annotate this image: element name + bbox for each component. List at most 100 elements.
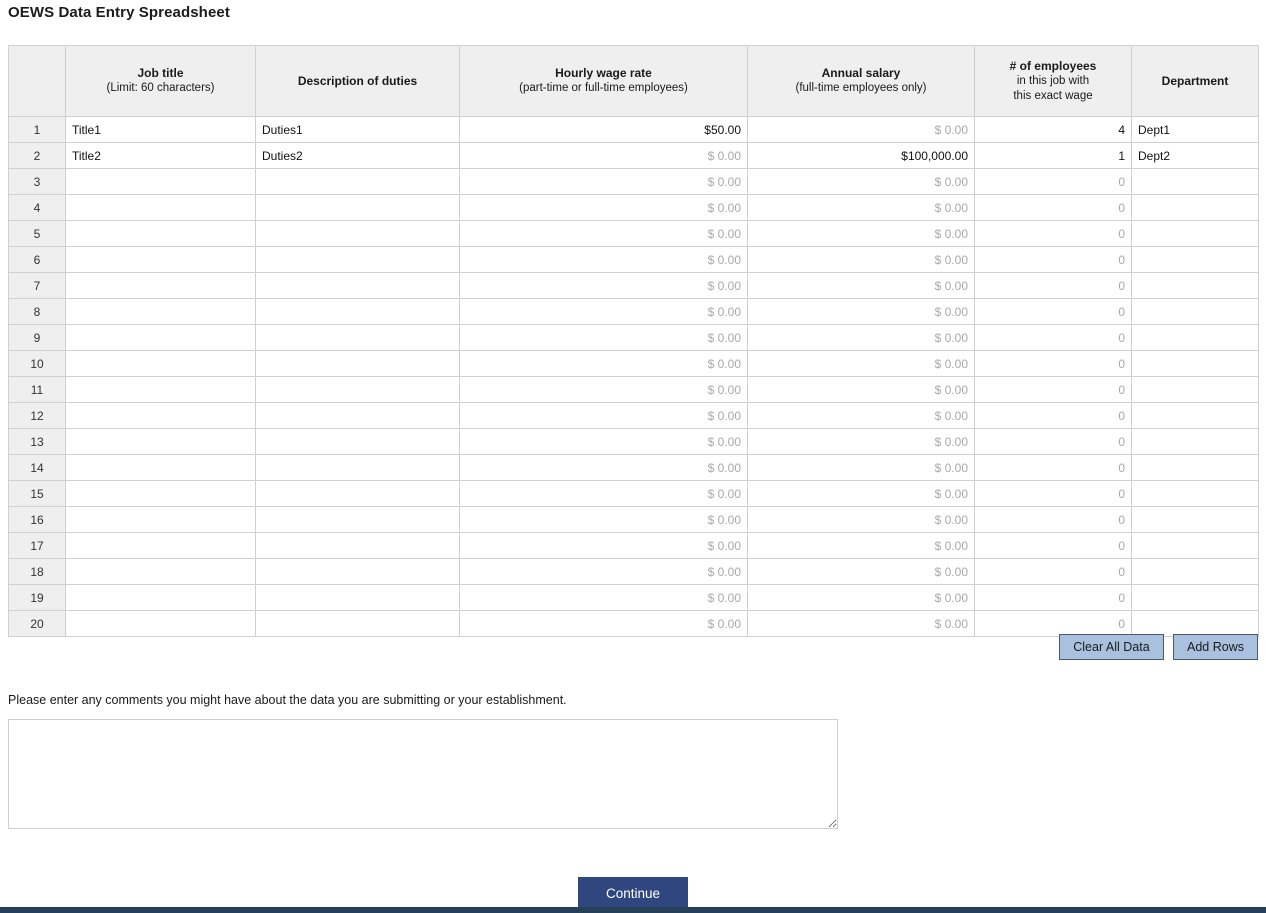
hourly-wage-cell[interactable]: $ 0.00 <box>459 506 748 533</box>
hourly-wage-cell[interactable]: $ 0.00 <box>459 324 748 351</box>
description-cell[interactable] <box>255 246 460 273</box>
job-title-cell[interactable] <box>65 168 256 195</box>
job-title-cell[interactable]: Title1 <box>65 116 256 143</box>
continue-button[interactable]: Continue <box>578 877 688 910</box>
department-cell[interactable] <box>1131 402 1259 429</box>
description-cell[interactable]: Duties2 <box>255 142 460 169</box>
job-title-cell[interactable] <box>65 584 256 611</box>
employee-count-cell[interactable]: 0 <box>974 532 1132 559</box>
department-cell[interactable] <box>1131 558 1259 585</box>
description-cell[interactable] <box>255 480 460 507</box>
annual-salary-cell[interactable]: $ 0.00 <box>747 454 975 481</box>
hourly-wage-cell[interactable]: $ 0.00 <box>459 298 748 325</box>
description-cell[interactable] <box>255 324 460 351</box>
employee-count-cell[interactable]: 0 <box>974 350 1132 377</box>
employee-count-cell[interactable]: 0 <box>974 168 1132 195</box>
department-cell[interactable] <box>1131 480 1259 507</box>
annual-salary-cell[interactable]: $ 0.00 <box>747 506 975 533</box>
department-cell[interactable] <box>1131 506 1259 533</box>
department-cell[interactable] <box>1131 298 1259 325</box>
description-cell[interactable] <box>255 376 460 403</box>
description-cell[interactable] <box>255 428 460 455</box>
job-title-cell[interactable] <box>65 532 256 559</box>
annual-salary-cell[interactable]: $ 0.00 <box>747 324 975 351</box>
employee-count-cell[interactable]: 0 <box>974 558 1132 585</box>
job-title-cell[interactable] <box>65 376 256 403</box>
hourly-wage-cell[interactable]: $ 0.00 <box>459 168 748 195</box>
department-cell[interactable] <box>1131 584 1259 611</box>
department-cell[interactable]: Dept1 <box>1131 116 1259 143</box>
description-cell[interactable] <box>255 220 460 247</box>
description-cell[interactable] <box>255 272 460 299</box>
annual-salary-cell[interactable]: $ 0.00 <box>747 220 975 247</box>
employee-count-cell[interactable]: 4 <box>974 116 1132 143</box>
hourly-wage-cell[interactable]: $ 0.00 <box>459 142 748 169</box>
employee-count-cell[interactable]: 0 <box>974 376 1132 403</box>
job-title-cell[interactable] <box>65 324 256 351</box>
employee-count-cell[interactable]: 1 <box>974 142 1132 169</box>
department-cell[interactable] <box>1131 532 1259 559</box>
annual-salary-cell[interactable]: $ 0.00 <box>747 480 975 507</box>
hourly-wage-cell[interactable]: $ 0.00 <box>459 532 748 559</box>
employee-count-cell[interactable]: 0 <box>974 298 1132 325</box>
hourly-wage-cell[interactable]: $ 0.00 <box>459 402 748 429</box>
annual-salary-cell[interactable]: $ 0.00 <box>747 610 975 637</box>
annual-salary-cell[interactable]: $ 0.00 <box>747 168 975 195</box>
department-cell[interactable] <box>1131 610 1259 637</box>
annual-salary-cell[interactable]: $ 0.00 <box>747 584 975 611</box>
employee-count-cell[interactable]: 0 <box>974 610 1132 637</box>
department-cell[interactable] <box>1131 376 1259 403</box>
description-cell[interactable] <box>255 532 460 559</box>
job-title-cell[interactable] <box>65 194 256 221</box>
description-cell[interactable] <box>255 298 460 325</box>
annual-salary-cell[interactable]: $ 0.00 <box>747 116 975 143</box>
hourly-wage-cell[interactable]: $ 0.00 <box>459 272 748 299</box>
department-cell[interactable] <box>1131 272 1259 299</box>
description-cell[interactable]: Duties1 <box>255 116 460 143</box>
job-title-cell[interactable] <box>65 298 256 325</box>
annual-salary-cell[interactable]: $ 0.00 <box>747 350 975 377</box>
hourly-wage-cell[interactable]: $ 0.00 <box>459 194 748 221</box>
hourly-wage-cell[interactable]: $ 0.00 <box>459 454 748 481</box>
employee-count-cell[interactable]: 0 <box>974 194 1132 221</box>
annual-salary-cell[interactable]: $ 0.00 <box>747 376 975 403</box>
description-cell[interactable] <box>255 350 460 377</box>
hourly-wage-cell[interactable]: $ 0.00 <box>459 584 748 611</box>
description-cell[interactable] <box>255 506 460 533</box>
annual-salary-cell[interactable]: $ 0.00 <box>747 298 975 325</box>
job-title-cell[interactable] <box>65 246 256 273</box>
department-cell[interactable]: Dept2 <box>1131 142 1259 169</box>
department-cell[interactable] <box>1131 428 1259 455</box>
employee-count-cell[interactable]: 0 <box>974 324 1132 351</box>
hourly-wage-cell[interactable]: $ 0.00 <box>459 428 748 455</box>
annual-salary-cell[interactable]: $100,000.00 <box>747 142 975 169</box>
hourly-wage-cell[interactable]: $ 0.00 <box>459 220 748 247</box>
job-title-cell[interactable] <box>65 428 256 455</box>
hourly-wage-cell[interactable]: $ 0.00 <box>459 558 748 585</box>
employee-count-cell[interactable]: 0 <box>974 480 1132 507</box>
employee-count-cell[interactable]: 0 <box>974 584 1132 611</box>
description-cell[interactable] <box>255 194 460 221</box>
employee-count-cell[interactable]: 0 <box>974 506 1132 533</box>
annual-salary-cell[interactable]: $ 0.00 <box>747 272 975 299</box>
job-title-cell[interactable] <box>65 558 256 585</box>
job-title-cell[interactable] <box>65 350 256 377</box>
hourly-wage-cell[interactable]: $50.00 <box>459 116 748 143</box>
job-title-cell[interactable] <box>65 220 256 247</box>
department-cell[interactable] <box>1131 324 1259 351</box>
employee-count-cell[interactable]: 0 <box>974 220 1132 247</box>
description-cell[interactable] <box>255 610 460 637</box>
hourly-wage-cell[interactable]: $ 0.00 <box>459 480 748 507</box>
hourly-wage-cell[interactable]: $ 0.00 <box>459 350 748 377</box>
annual-salary-cell[interactable]: $ 0.00 <box>747 558 975 585</box>
job-title-cell[interactable] <box>65 610 256 637</box>
annual-salary-cell[interactable]: $ 0.00 <box>747 532 975 559</box>
annual-salary-cell[interactable]: $ 0.00 <box>747 428 975 455</box>
description-cell[interactable] <box>255 584 460 611</box>
employee-count-cell[interactable]: 0 <box>974 402 1132 429</box>
employee-count-cell[interactable]: 0 <box>974 428 1132 455</box>
annual-salary-cell[interactable]: $ 0.00 <box>747 194 975 221</box>
hourly-wage-cell[interactable]: $ 0.00 <box>459 610 748 637</box>
department-cell[interactable] <box>1131 168 1259 195</box>
annual-salary-cell[interactable]: $ 0.00 <box>747 402 975 429</box>
